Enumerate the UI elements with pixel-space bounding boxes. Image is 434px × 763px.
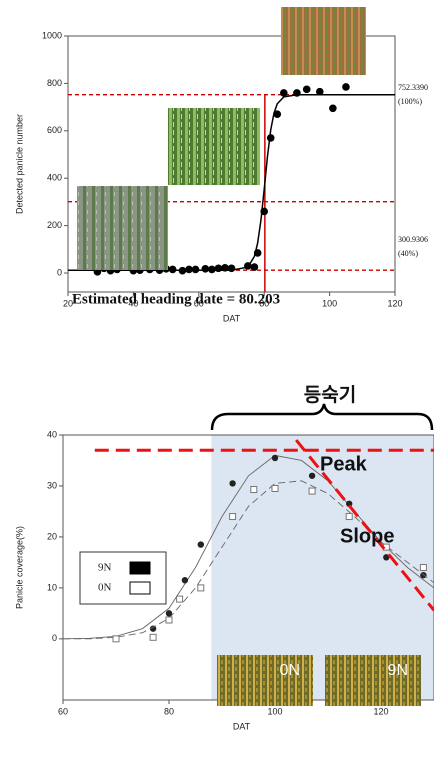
point xyxy=(208,265,216,274)
field-photo xyxy=(217,655,313,706)
point xyxy=(197,541,204,548)
x-tick-label: 60 xyxy=(58,706,68,716)
x-tick-label: 20 xyxy=(63,298,73,308)
point xyxy=(176,595,184,603)
x-tick-label: 80 xyxy=(259,298,269,308)
point xyxy=(266,134,275,142)
plot-frame xyxy=(67,35,396,293)
annotation: Peak xyxy=(320,453,368,475)
x-tick-label: 100 xyxy=(322,298,337,308)
legend-swatch xyxy=(129,561,151,575)
point xyxy=(419,564,427,571)
y-tick-label: 30 xyxy=(47,480,57,490)
point xyxy=(165,610,173,617)
annotation: (40%) xyxy=(398,249,418,258)
x-axis-title: DAT xyxy=(223,313,241,323)
fit-curve xyxy=(63,454,434,640)
point xyxy=(293,89,301,97)
point xyxy=(181,577,189,584)
y-tick-label: 600 xyxy=(47,125,62,135)
annotation: Estimated heading date = 80.203 xyxy=(72,291,280,307)
point xyxy=(197,584,205,592)
y-tick-label: 200 xyxy=(47,220,62,230)
annotation: 0N xyxy=(280,662,300,679)
point xyxy=(214,264,223,273)
point xyxy=(342,83,350,91)
point xyxy=(302,85,311,94)
point xyxy=(273,110,282,119)
annotation: 300.9306 xyxy=(398,235,428,244)
legend-label: 9N xyxy=(98,562,112,574)
point xyxy=(227,264,236,273)
x-tick-label: 120 xyxy=(373,706,388,716)
photos xyxy=(77,7,421,706)
point xyxy=(168,265,177,274)
x-tick-label: 60 xyxy=(194,298,204,308)
annotation: 등숙기 xyxy=(304,384,356,406)
point xyxy=(253,249,262,257)
field-photo xyxy=(281,7,366,75)
slope-line xyxy=(295,439,434,612)
point xyxy=(308,472,316,479)
x-tick-label: 40 xyxy=(128,298,138,308)
point xyxy=(185,265,193,274)
point xyxy=(329,104,337,113)
y-tick-label: 1000 xyxy=(42,30,62,40)
x-tick-label: 80 xyxy=(164,706,174,716)
point xyxy=(229,513,237,521)
field-photo xyxy=(77,186,168,270)
y-tick-label: 10 xyxy=(47,582,57,592)
point xyxy=(201,264,210,273)
point xyxy=(308,487,316,495)
y-tick-label: 800 xyxy=(47,78,62,88)
point xyxy=(315,87,324,96)
point xyxy=(250,263,259,271)
y-axis-title: Detected panicle number xyxy=(14,114,24,214)
point xyxy=(271,485,279,493)
x-axis-title: DAT xyxy=(233,721,251,731)
point xyxy=(244,262,252,270)
y-tick-label: 40 xyxy=(47,429,57,439)
y-axis-title: Panicle coverage(%) xyxy=(14,526,24,609)
point xyxy=(149,625,157,632)
fit-curve xyxy=(63,480,434,640)
field-photo xyxy=(168,108,260,185)
y-tick-label: 0 xyxy=(57,267,62,277)
annotation: 9N xyxy=(388,662,408,679)
x-tick-label: 120 xyxy=(387,298,402,308)
brace xyxy=(210,403,434,431)
field-photo xyxy=(325,655,421,706)
y-tick-label: 400 xyxy=(47,173,62,183)
point xyxy=(112,635,120,643)
point xyxy=(280,89,288,97)
point xyxy=(260,207,269,216)
point xyxy=(165,616,173,624)
point xyxy=(149,633,157,641)
legend-label: 0N xyxy=(98,582,112,594)
point xyxy=(229,480,236,487)
y-tick-label: 0 xyxy=(52,633,57,643)
x-tick-label: 100 xyxy=(267,706,282,716)
annotation: 752.3390 xyxy=(398,83,428,92)
point xyxy=(250,486,258,494)
point xyxy=(221,264,229,272)
point xyxy=(191,265,200,274)
point xyxy=(178,266,187,275)
annotation: Slope xyxy=(340,525,394,547)
y-tick-label: 20 xyxy=(47,531,57,541)
point xyxy=(345,513,353,521)
annotation: (100%) xyxy=(398,97,422,106)
point xyxy=(271,454,279,462)
legend-swatch xyxy=(129,581,151,595)
legend-box xyxy=(79,551,167,605)
